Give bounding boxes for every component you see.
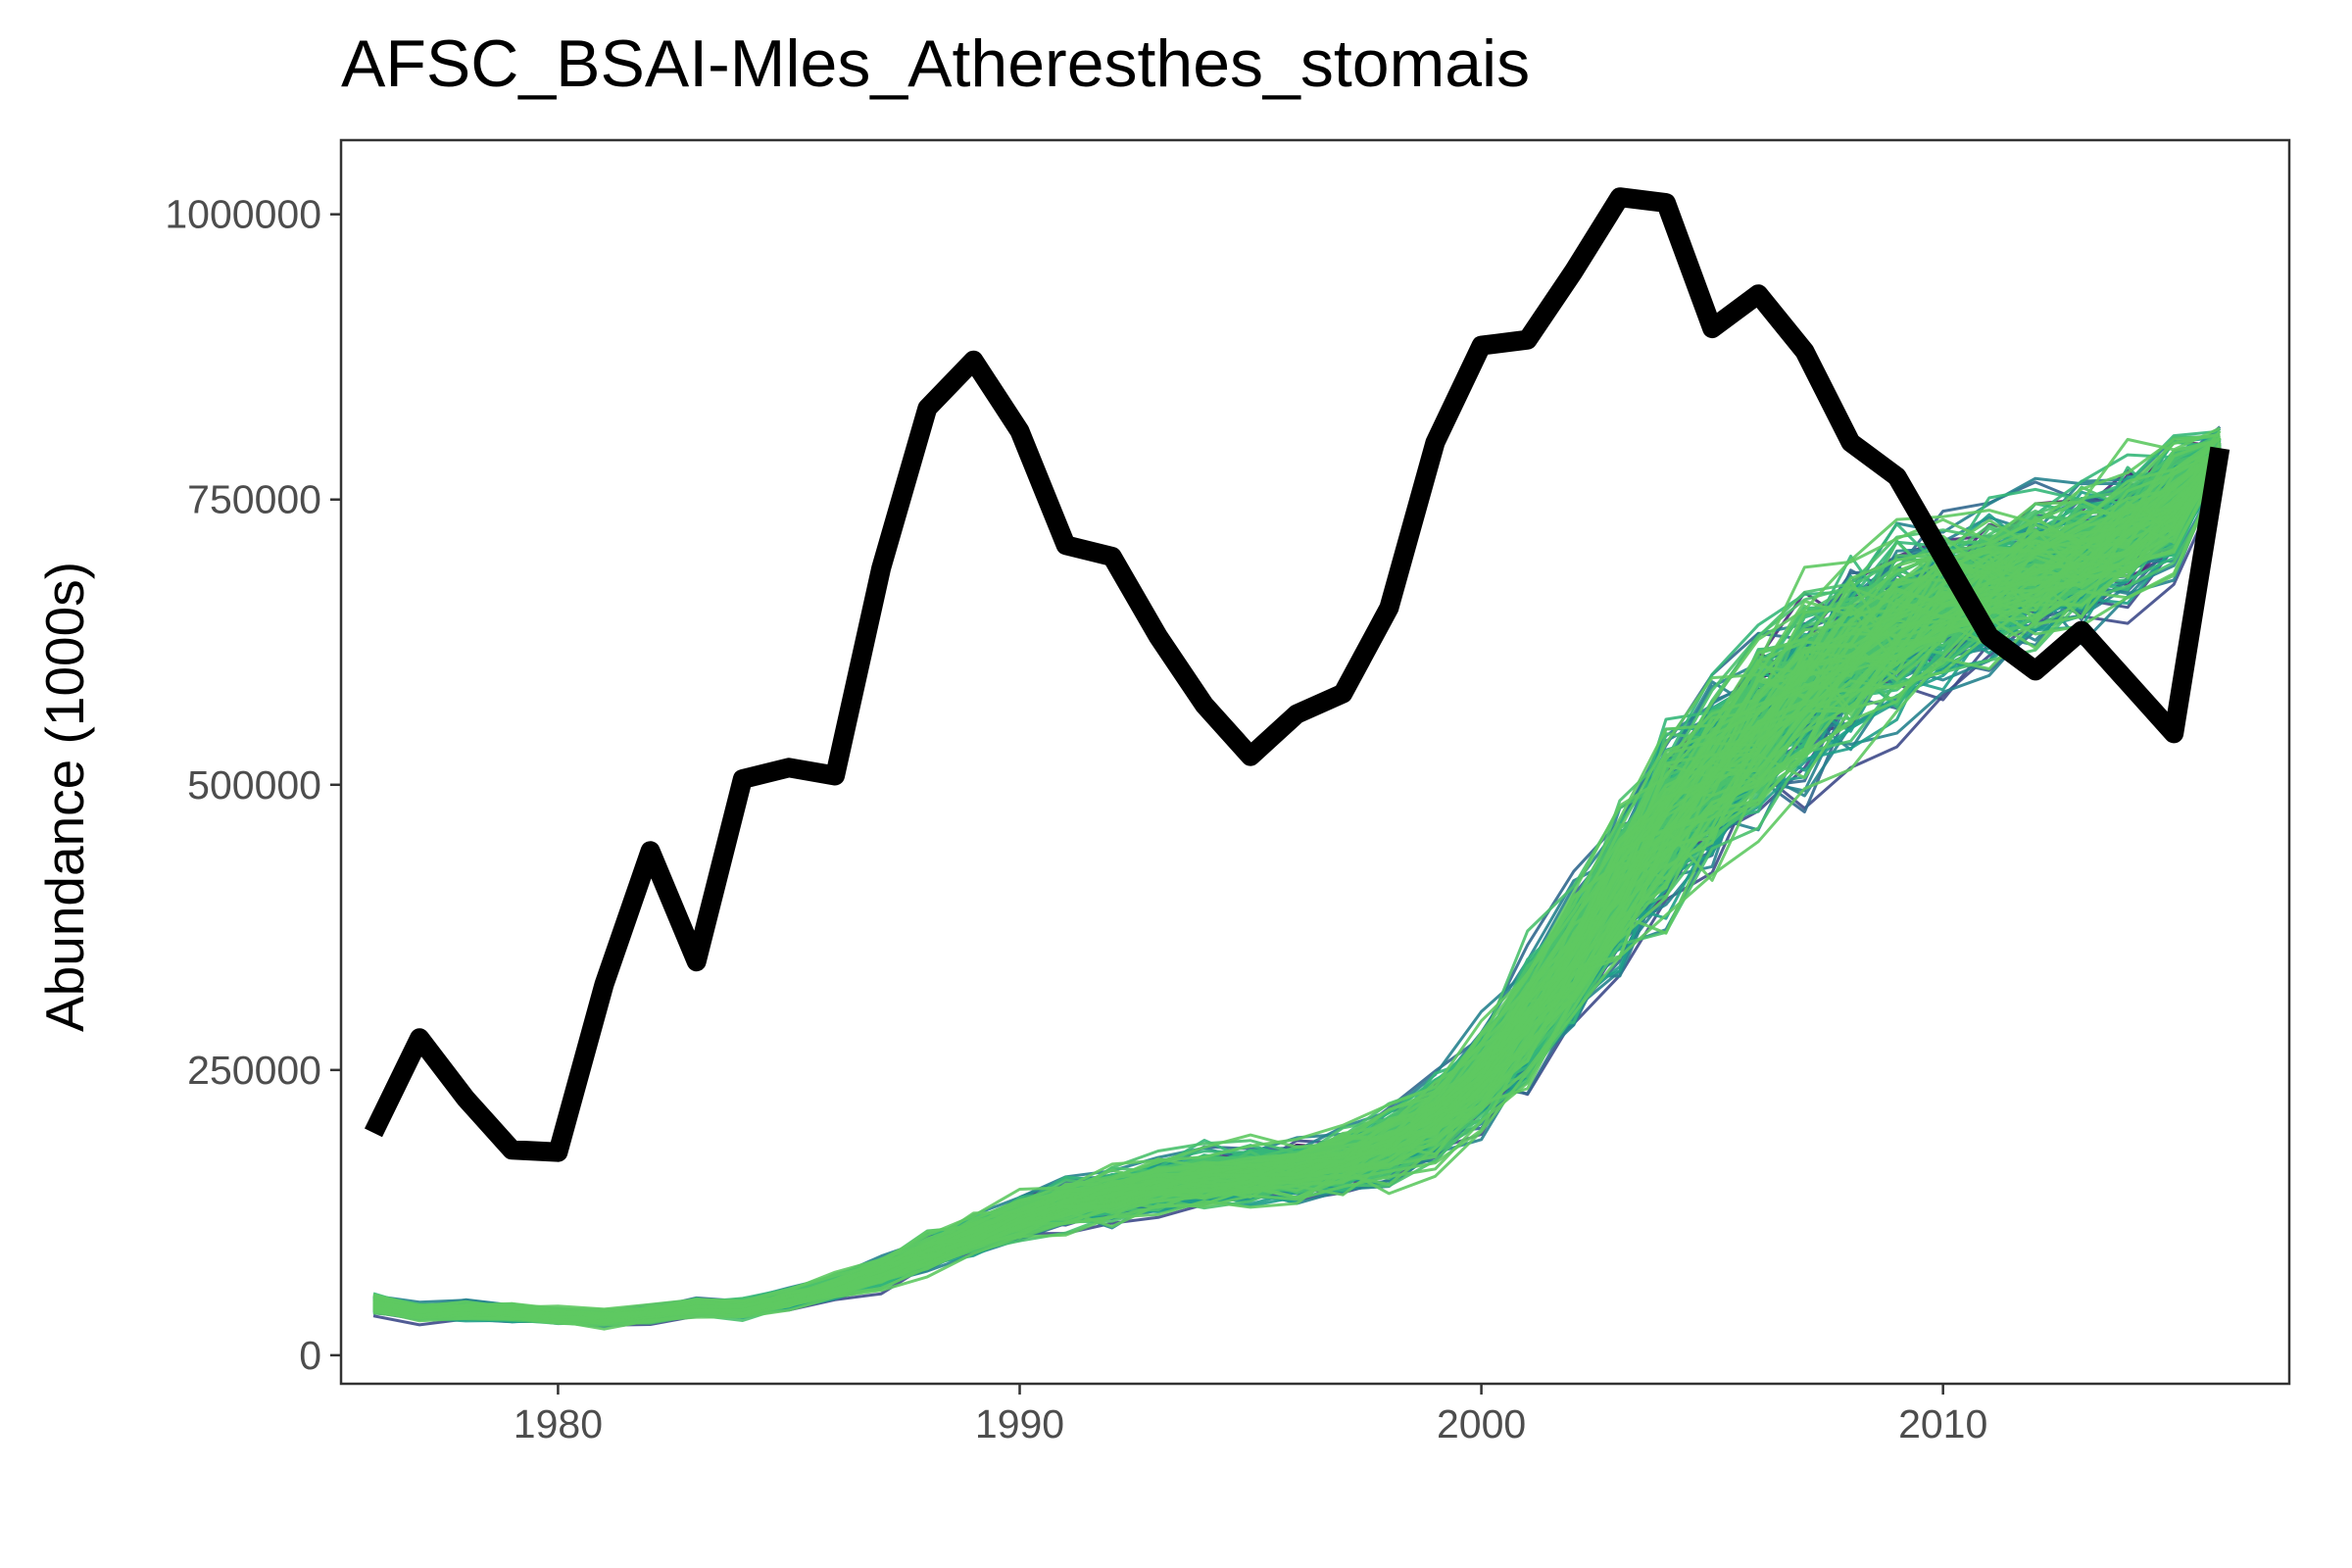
observed-series: [365, 187, 2230, 1162]
simulation-line: [372, 471, 2222, 1331]
x-tick-label: 2000: [1437, 1401, 1526, 1446]
x-tick-label: 1980: [514, 1401, 603, 1446]
observed-line: [365, 187, 2230, 1162]
simulation-line: [372, 426, 2221, 1311]
y-tick-label: 1000000: [165, 192, 321, 237]
simulation-lines: [372, 425, 2222, 1331]
plot-panel-border: [339, 138, 2291, 1386]
chart-title: AFSC_BSAI-Mles_Atheresthes_stomais: [341, 26, 1530, 101]
y-tick-label: 0: [299, 1333, 321, 1378]
x-axis: 1980 1990 2000 2010: [514, 1384, 1987, 1446]
simulation-line: [372, 444, 2221, 1319]
y-tick-label: 500000: [187, 762, 321, 808]
x-tick-label: 2010: [1898, 1401, 1987, 1446]
y-tick-label: 750000: [187, 477, 321, 522]
y-axis: 0 250000 500000 750000 1000000: [165, 192, 341, 1378]
y-axis-label: Abundance (1000s): [34, 562, 95, 1032]
y-tick-label: 250000: [187, 1048, 321, 1093]
x-tick-label: 1990: [975, 1401, 1064, 1446]
